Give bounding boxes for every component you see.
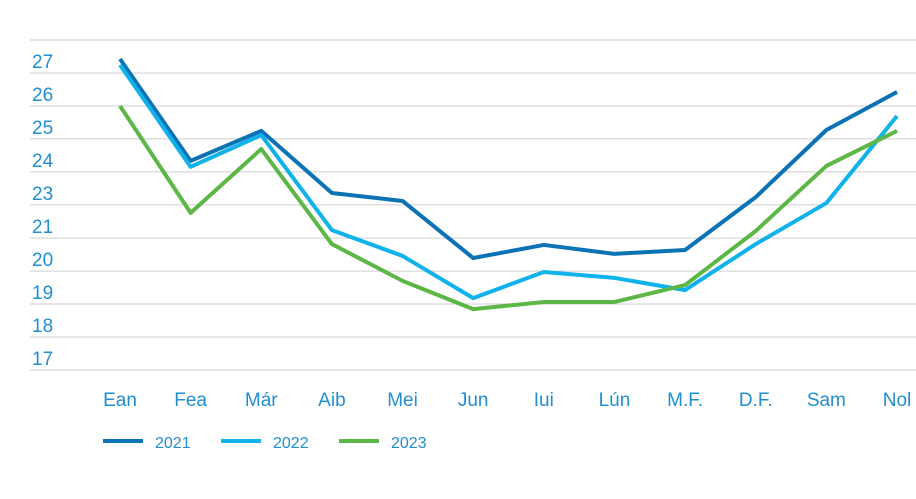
legend-label: 2021 — [155, 435, 191, 452]
y-tick-label: 23 — [32, 184, 53, 205]
x-tick-label: Nol — [883, 390, 912, 411]
x-tick-label: Ean — [103, 390, 137, 411]
y-tick-label: 18 — [32, 316, 53, 337]
y-tick-label: 24 — [32, 151, 54, 172]
x-tick-label: Jun — [458, 390, 489, 411]
x-tick-label: D.F. — [739, 390, 773, 411]
y-tick-label: 17 — [32, 349, 53, 370]
x-tick-label: M.F. — [667, 390, 703, 411]
x-tick-label: Már — [245, 390, 278, 411]
line-series — [118, 63, 899, 301]
legend-label: 2022 — [273, 435, 309, 452]
y-tick-label: 25 — [32, 118, 53, 139]
x-tick-label: Fea — [174, 390, 207, 411]
y-tick-label: 20 — [32, 250, 53, 271]
legend-label: 2023 — [391, 435, 427, 452]
line-series — [118, 104, 898, 312]
y-tick-label: 21 — [32, 217, 53, 238]
x-tick-label: Sam — [807, 390, 846, 411]
y-tick-label: 26 — [32, 85, 53, 106]
line-series — [118, 57, 898, 261]
x-tick-label: Lún — [599, 390, 631, 411]
x-tick-label: Aib — [318, 390, 345, 411]
x-tick-label: Iui — [534, 390, 554, 411]
y-tick-label: 19 — [32, 283, 53, 304]
x-tick-label: Mei — [387, 390, 418, 411]
y-tick-label: 27 — [32, 52, 53, 73]
